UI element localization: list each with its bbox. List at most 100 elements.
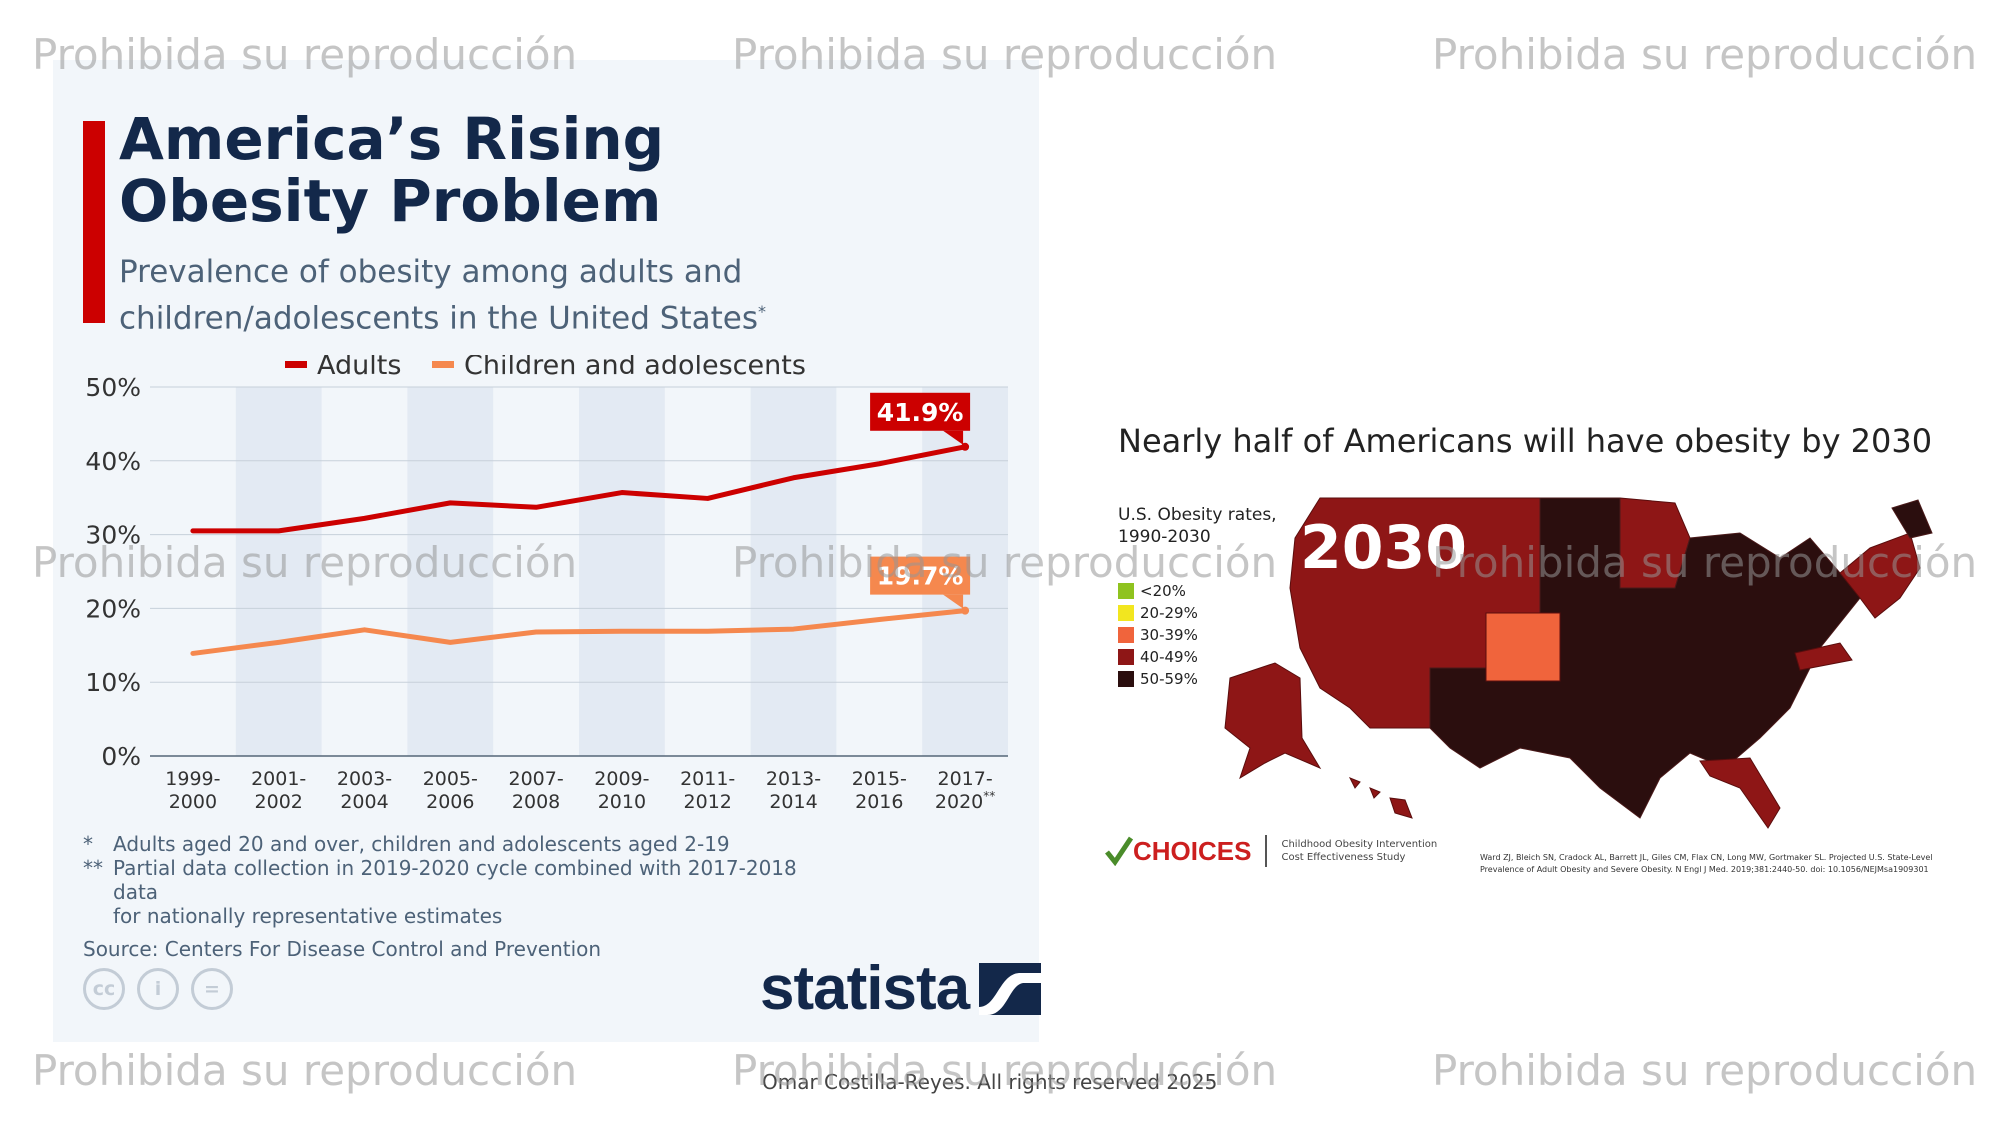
map-region-northeast	[1839, 532, 1921, 619]
map-legend-item: <20%	[1118, 580, 1198, 602]
x-tick-label: 2005-	[423, 768, 478, 790]
source-note: Source: Centers For Disease Control and …	[83, 937, 602, 961]
map-legend-title: U.S. Obesity rates, 1990-2030	[1118, 504, 1277, 548]
column-band	[579, 387, 665, 756]
data-point	[961, 442, 970, 451]
legend-label: Children and adolescents	[464, 355, 806, 381]
statista-chart-card	[53, 60, 1039, 1042]
map-legend-label: 30-39%	[1140, 626, 1198, 644]
map-legend-label: <20%	[1140, 582, 1186, 600]
x-tick-label: 2006	[426, 791, 474, 813]
legend-swatch	[432, 361, 454, 368]
x-tick-label: 2001-	[251, 768, 306, 790]
map-region-colorado	[1485, 612, 1561, 682]
choices-logo-separator	[1265, 835, 1268, 867]
x-tick-label: 2011-	[680, 768, 735, 790]
x-tick-label: 1999-	[165, 768, 220, 790]
map-legend-item: 40-49%	[1118, 646, 1198, 668]
chart-subtitle-line2: children/adolescents in the United State…	[119, 300, 758, 337]
map-legend-item: 30-39%	[1118, 624, 1198, 646]
legend-swatch	[285, 361, 307, 368]
x-tick-label: 2020**	[935, 789, 995, 813]
checkmark-icon	[1105, 836, 1133, 866]
x-tick-label: 2010	[598, 791, 646, 813]
legend-swatch	[1118, 627, 1134, 643]
end-value-box	[870, 392, 971, 431]
choices-sub-line1: Childhood Obesity Intervention	[1281, 839, 1438, 850]
map-citation: Ward ZJ, Bleich SN, Cradock AL, Barrett …	[1480, 853, 1933, 874]
x-tick-label: 2009-	[594, 768, 649, 790]
map-legend-label: 40-49%	[1140, 648, 1198, 666]
map-legend-item: 20-29%	[1118, 602, 1198, 624]
cc-icon[interactable]: cc	[83, 968, 125, 1010]
watermark: Prohibida su reproducción	[1432, 30, 1978, 79]
choices-sub-line2: Cost Effectiveness Study	[1281, 852, 1406, 863]
chart-subtitle-line1: Prevalence of obesity among adults and	[119, 254, 743, 290]
map-legend-label: 20-29%	[1140, 604, 1198, 622]
map-region-central	[1429, 497, 1861, 819]
footnote-2: ** Partial data collection in 2019-2020 …	[83, 856, 843, 904]
footnote-1-text: Adults aged 20 and over, children and ad…	[113, 832, 730, 856]
x-tick-label: 2013-	[766, 768, 821, 790]
x-tick-label: 2000	[169, 791, 217, 813]
statista-logo-mark-icon	[979, 963, 1042, 1015]
y-tick-label: 30%	[85, 521, 141, 550]
x-tick-label: 2014	[769, 791, 817, 813]
legend-swatch	[1118, 605, 1134, 621]
footnotes: * Adults aged 20 and over, children and …	[83, 832, 843, 961]
legend-swatch	[1118, 649, 1134, 665]
footnote-1: * Adults aged 20 and over, children and …	[83, 832, 843, 856]
map-year-label: 2030	[1300, 513, 1467, 583]
footnote-2-mark: **	[83, 856, 103, 880]
creative-commons-icons: cc i =	[83, 968, 233, 1010]
footnote-2-continued: for nationally representative estimates	[113, 904, 503, 928]
x-tick-label: 2017-	[937, 768, 992, 790]
chart-subtitle: Prevalence of obesity among adults and c…	[119, 252, 859, 338]
x-tick-label: 2008	[512, 791, 560, 813]
y-tick-label: 50%	[85, 373, 141, 402]
column-band	[235, 387, 322, 756]
chart-title: America’s Rising Obesity Problem	[119, 108, 839, 232]
map-region-maine	[1891, 499, 1933, 539]
map-title: Nearly half of Americans will have obesi…	[1118, 422, 1933, 460]
end-value-pointer	[943, 594, 964, 609]
copyright-notice: Omar Costilla-Reyes. All rights reserved…	[762, 1070, 1218, 1094]
x-tick-label: 2015-	[852, 768, 907, 790]
map-legend-title-line2: 1990-2030	[1118, 527, 1211, 547]
legend-swatch	[1118, 671, 1134, 687]
map-region-virginia	[1794, 642, 1853, 671]
footnote-2-text: Partial data collection in 2019-2020 cyc…	[113, 856, 797, 904]
y-tick-label: 10%	[85, 668, 141, 697]
equals-icon[interactable]: =	[191, 968, 233, 1010]
series-line	[190, 608, 968, 656]
title-accent-bar	[83, 121, 105, 323]
us-obesity-map: 2030	[1224, 497, 1933, 829]
choices-logo[interactable]: CHOICES Childhood Obesity Intervention C…	[1105, 835, 1437, 867]
legend-swatch	[1118, 583, 1134, 599]
end-value-label: 41.9%	[877, 398, 964, 427]
x-tick-label: 2004	[340, 791, 388, 813]
watermark: Prohibida su reproducción	[32, 1046, 578, 1095]
y-tick-label: 0%	[101, 742, 141, 771]
map-legend-item: 50-59%	[1118, 668, 1198, 690]
column-band	[750, 387, 837, 756]
chart-title-line1: America’s Rising	[119, 105, 665, 173]
map-region-hawaii	[1348, 777, 1413, 819]
column-band	[407, 387, 494, 756]
watermark: Prohibida su reproducción	[1432, 1046, 1978, 1095]
data-point	[961, 606, 970, 615]
statista-logo[interactable]: statista	[760, 958, 1042, 1020]
obesity-line-chart: 0% 10% 20% 30% 40% 50% 1999-2000 2001-2002 2003-…	[85, 355, 1008, 813]
series-line	[190, 444, 968, 534]
x-tick-label: 2003-	[337, 768, 392, 790]
map-region-alaska	[1224, 662, 1322, 780]
footnote-1-mark: *	[83, 832, 93, 856]
map-legend-label: 50-59%	[1140, 670, 1198, 688]
x-tick-label: 2012	[684, 791, 732, 813]
end-value-box	[870, 556, 971, 595]
chart-title-line2: Obesity Problem	[119, 167, 662, 235]
map-region-florida	[1699, 757, 1781, 829]
person-icon[interactable]: i	[137, 968, 179, 1010]
choices-logo-text: CHOICES	[1133, 835, 1252, 866]
subtitle-footnote-mark: *	[757, 302, 766, 321]
